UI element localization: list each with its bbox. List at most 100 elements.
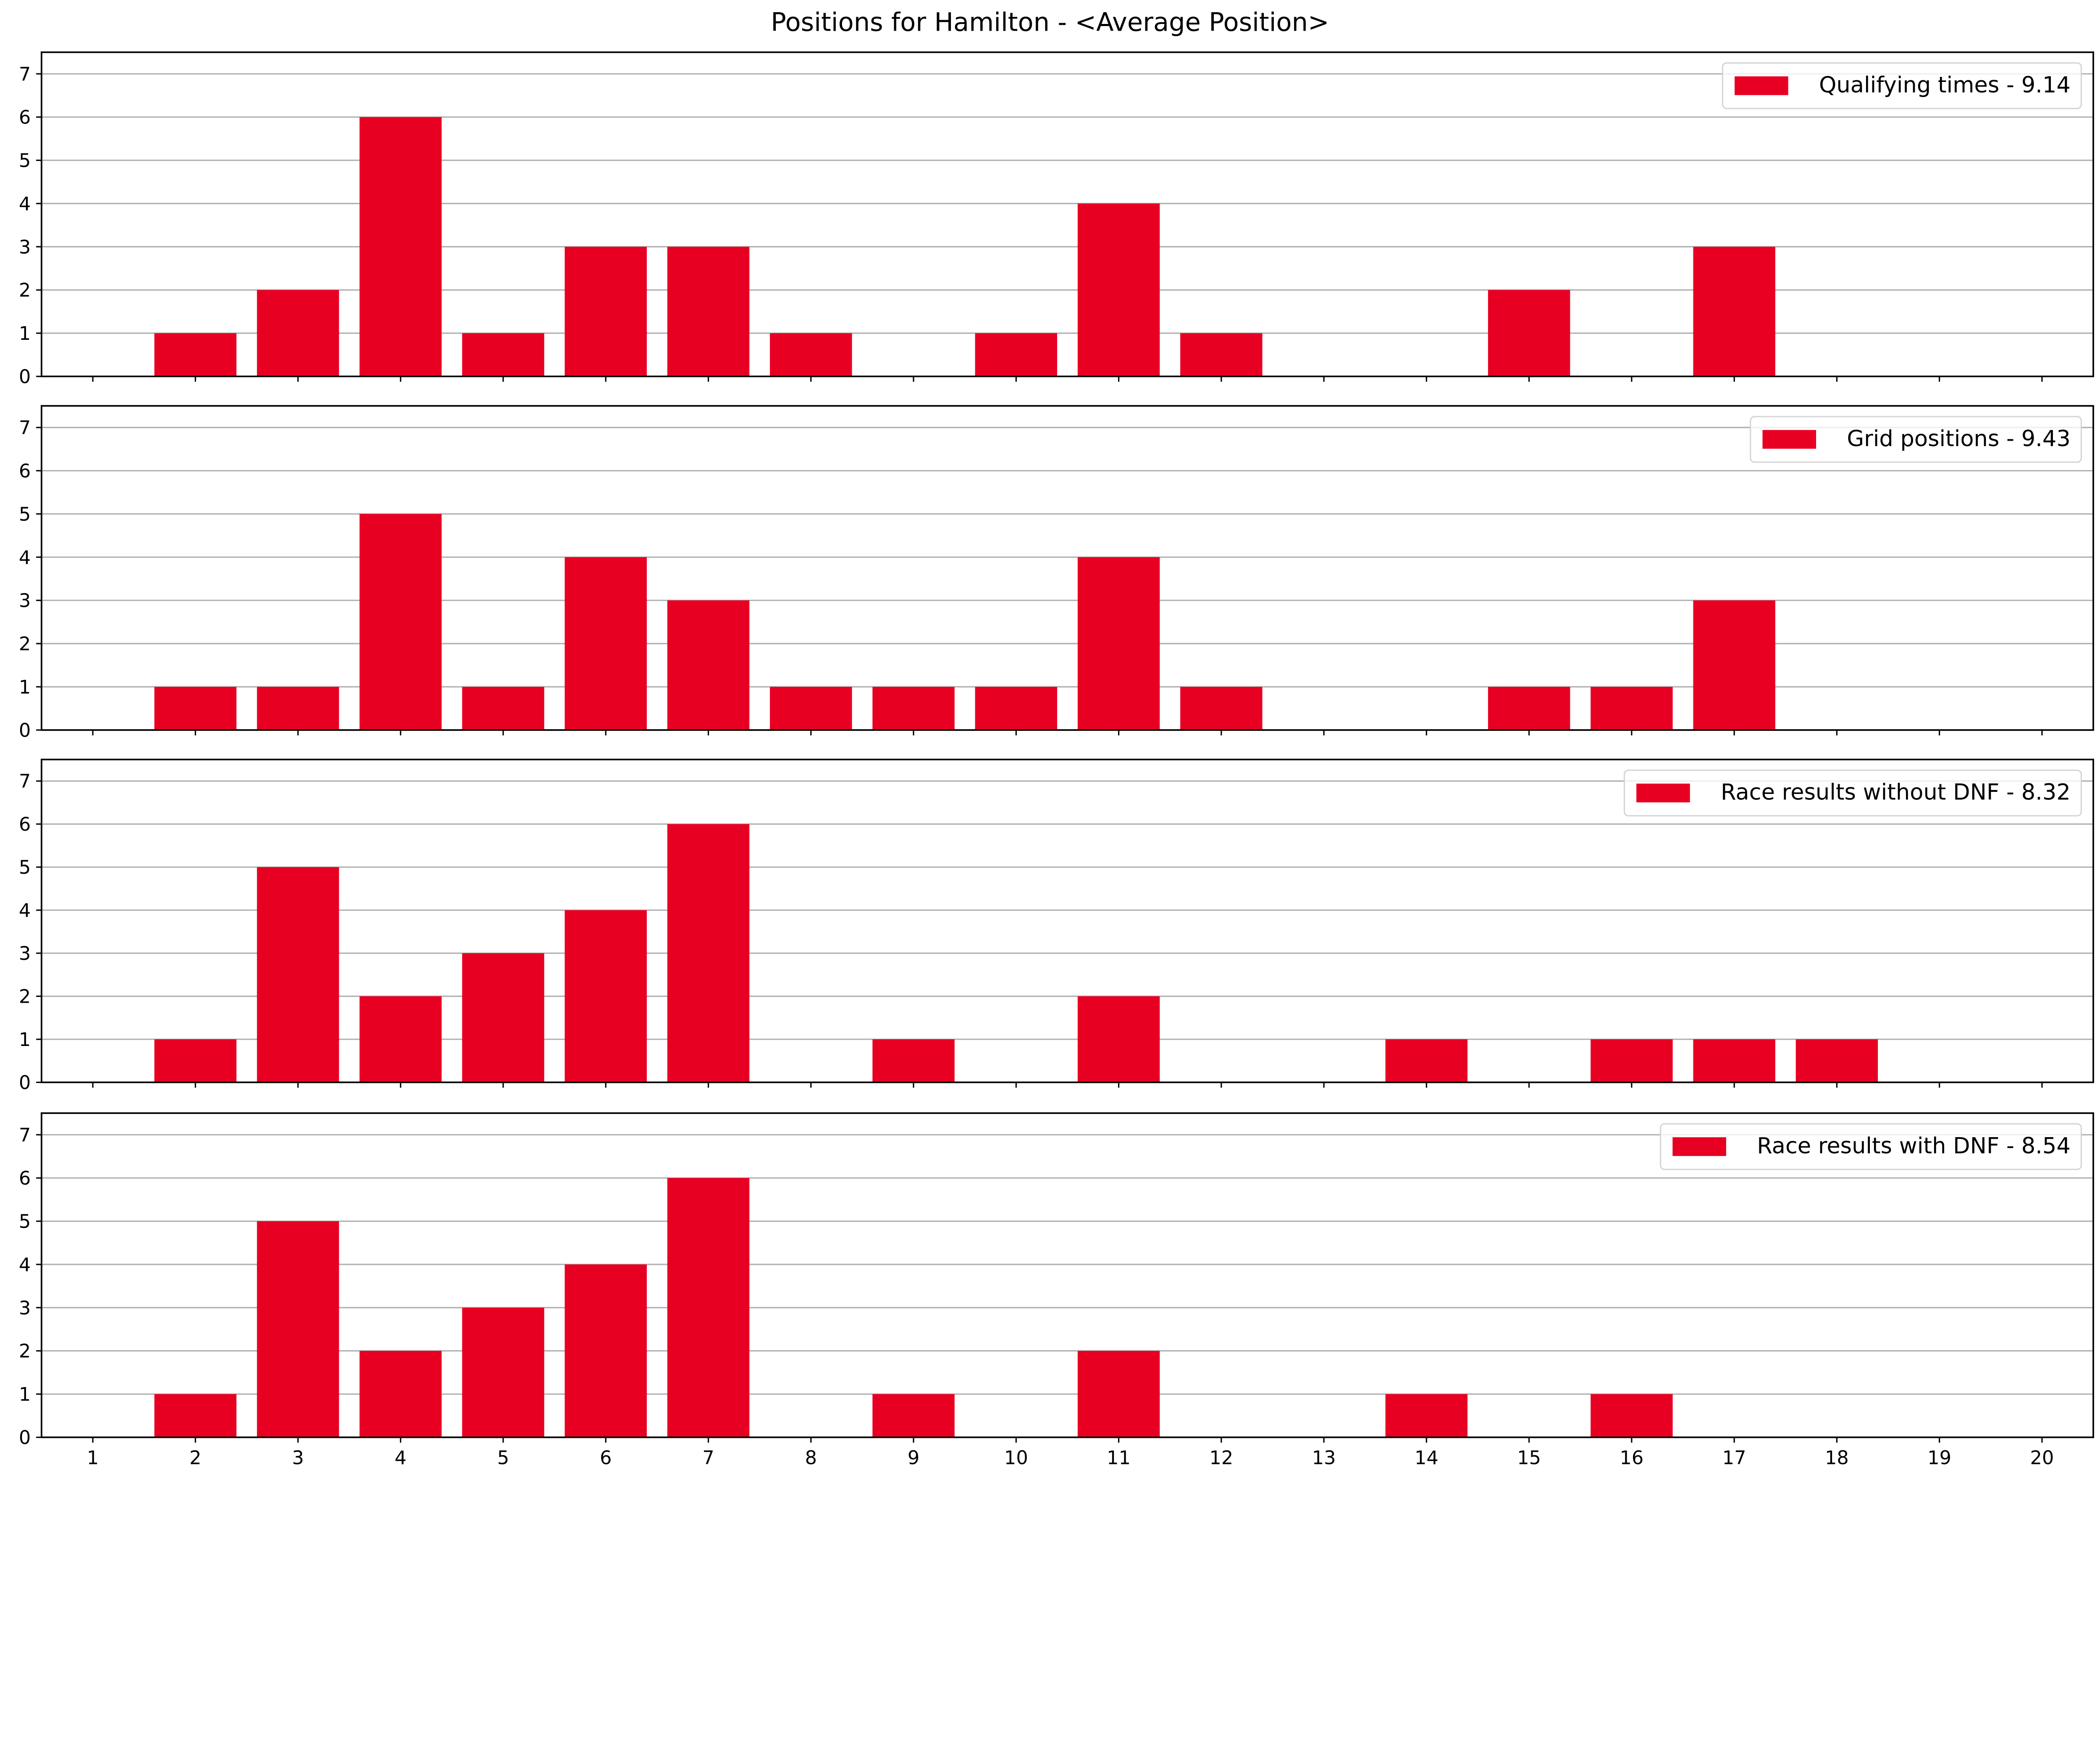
y-tick-label: 1 (19, 676, 31, 698)
legend-swatch (1735, 76, 1788, 95)
bar-12 (1180, 686, 1263, 730)
legend: Grid positions - 9.43 (1750, 416, 2082, 463)
y-tick-label: 4 (19, 1254, 31, 1276)
x-tick-label: 1 (87, 1447, 99, 1469)
bar-2 (154, 686, 236, 730)
x-tick-label: 6 (600, 1447, 612, 1469)
bar-3 (257, 1221, 339, 1437)
axes-frame (40, 405, 2094, 731)
y-tick-label: 1 (19, 1029, 31, 1051)
y-tick-label: 3 (19, 236, 31, 258)
legend-box (1722, 62, 2082, 109)
x-tick-label: 7 (702, 1447, 714, 1469)
bar-11 (1077, 557, 1160, 730)
x-tick-label: 13 (1312, 1447, 1336, 1469)
bar-5 (462, 686, 544, 730)
y-tick-label: 4 (19, 547, 31, 568)
bar-15 (1488, 686, 1570, 730)
subplot-1: 0 1 2 3 4 5 6 7 Qualifying times - 9.14 (19, 51, 2094, 388)
bar-11 (1077, 1351, 1160, 1437)
bar-10 (975, 333, 1058, 377)
bar-4 (360, 996, 442, 1083)
legend-box (1623, 769, 2082, 817)
y-tick-label: 6 (19, 814, 31, 836)
x-tick-label: 9 (908, 1447, 919, 1469)
bar-14 (1385, 1394, 1468, 1437)
x-tick-label: 19 (1927, 1447, 1951, 1469)
y-tick-label: 3 (19, 590, 31, 612)
bar-3 (257, 867, 339, 1083)
y-tick-label: 6 (19, 1167, 31, 1189)
bar-15 (1488, 290, 1570, 377)
axes-frame (40, 51, 2094, 377)
subplot-3: 0 1 2 3 4 5 6 7 Race results without DNF - 8.32 (19, 759, 2094, 1093)
x-tick-label: 10 (1004, 1447, 1028, 1469)
chart-title: Positions for Hamilton - <Average Positi… (771, 8, 1329, 37)
x-tick-label: 20 (2030, 1447, 2054, 1469)
x-tick-label: 11 (1107, 1447, 1131, 1469)
y-tick-label: 0 (19, 720, 31, 741)
y-tick-label: 4 (19, 900, 31, 922)
y-tick-label: 2 (19, 1340, 31, 1362)
bar-5 (462, 333, 544, 377)
y-tick-label: 0 (19, 1427, 31, 1449)
x-tick-label: 16 (1620, 1447, 1643, 1469)
bar-16 (1591, 1039, 1673, 1083)
x-tick-label: 8 (805, 1447, 817, 1469)
axes-frame (40, 1112, 2094, 1438)
bar-5 (462, 1307, 544, 1437)
y-tick-label: 5 (19, 150, 31, 172)
y-tick-label: 7 (19, 1124, 31, 1146)
bar-11 (1077, 203, 1160, 377)
x-tick-label: 14 (1415, 1447, 1438, 1469)
y-tick-label: 6 (19, 107, 31, 129)
chart: Positions for Hamilton - <Average Positi… (19, 8, 2094, 1469)
y-tick-label: 3 (19, 943, 31, 964)
y-tick-label: 1 (19, 323, 31, 344)
x-tick-label: 5 (497, 1447, 509, 1469)
y-tick-label: 4 (19, 193, 31, 215)
bar-2 (154, 1394, 236, 1437)
bar-7 (667, 600, 750, 730)
y-tick-label: 5 (19, 1211, 31, 1232)
bar-4 (360, 117, 442, 377)
bar-16 (1591, 1394, 1673, 1437)
bar-14 (1385, 1039, 1468, 1083)
x-tick-label: 17 (1722, 1447, 1746, 1469)
legend-swatch (1762, 430, 1816, 449)
bar-9 (872, 686, 955, 730)
x-tick-label: 4 (395, 1447, 407, 1469)
bar-8 (770, 333, 852, 377)
bar-6 (564, 1264, 647, 1437)
legend-label: Qualifying times - 9.14 (1819, 72, 2071, 98)
bar-3 (257, 290, 339, 377)
bar-9 (872, 1039, 955, 1083)
legend-label: Race results with DNF - 8.54 (1757, 1133, 2071, 1159)
bar-17 (1693, 1039, 1775, 1083)
legend-swatch (1636, 783, 1690, 803)
y-tick-label: 2 (19, 279, 31, 301)
y-tick-label: 3 (19, 1297, 31, 1319)
legend-box (1660, 1123, 2082, 1170)
bar-6 (564, 910, 647, 1083)
legend: Race results without DNF - 8.32 (1623, 769, 2082, 817)
subplot-2: 0 1 2 3 4 5 6 7 Grid positions - 9.43 (19, 405, 2094, 741)
y-tick-label: 5 (19, 503, 31, 525)
axes-frame (40, 759, 2094, 1083)
y-tick-label: 2 (19, 986, 31, 1008)
bar-7 (667, 247, 750, 377)
y-tick-label: 0 (19, 1072, 31, 1093)
y-tick-label: 7 (19, 63, 31, 85)
legend: Qualifying times - 9.14 (1722, 62, 2082, 109)
bar-8 (770, 686, 852, 730)
bar-2 (154, 1039, 236, 1083)
legend-label: Grid positions - 9.43 (1847, 426, 2071, 452)
bar-4 (360, 1351, 442, 1437)
bar-16 (1591, 686, 1673, 730)
x-tick-label: 2 (189, 1447, 201, 1469)
bar-6 (564, 557, 647, 730)
bar-7 (667, 1178, 750, 1437)
x-tick-label: 18 (1825, 1447, 1849, 1469)
y-tick-label: 1 (19, 1384, 31, 1406)
